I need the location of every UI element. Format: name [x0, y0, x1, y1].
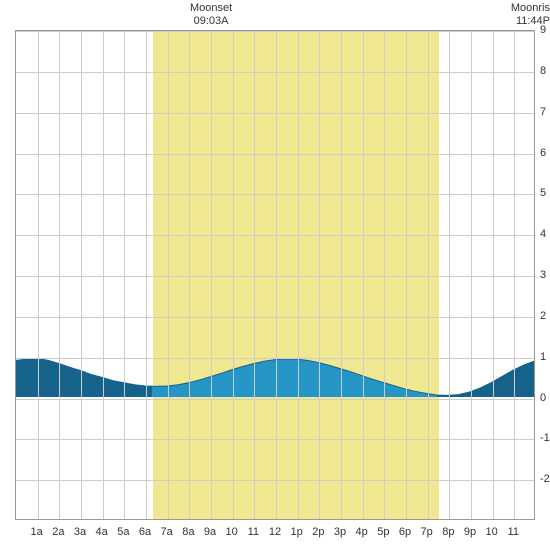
x-axis-label: 6a: [139, 526, 151, 538]
x-axis-label: 1a: [31, 526, 43, 538]
grid-line-vertical: [276, 31, 277, 519]
x-axis-label: 7p: [421, 526, 433, 538]
x-axis-label: 7a: [161, 526, 173, 538]
grid-line-vertical: [449, 31, 450, 519]
moonrise-title: Moonris: [511, 2, 550, 14]
y-axis-label: -1: [540, 432, 550, 444]
grid-line-horizontal: [16, 235, 534, 236]
y-axis-label: 5: [540, 187, 546, 199]
grid-line-horizontal: [16, 399, 534, 400]
y-axis-label: -2: [540, 473, 550, 485]
grid-line-vertical: [406, 31, 407, 519]
grid-line-vertical: [514, 31, 515, 519]
grid-line-vertical: [428, 31, 429, 519]
tide-chart: 1a2a3a4a5a6a7a8a9a1011121p2p3p4p5p6p7p8p…: [0, 0, 550, 550]
grid-line-horizontal: [16, 439, 534, 440]
y-axis-label: 6: [540, 147, 546, 159]
tide-fill-segment: [152, 359, 437, 397]
grid-line-vertical: [471, 31, 472, 519]
x-axis-label: 12: [269, 526, 281, 538]
grid-line-vertical: [233, 31, 234, 519]
tide-fill-segment: [16, 358, 152, 397]
grid-line-vertical: [319, 31, 320, 519]
grid-line-horizontal: [16, 358, 534, 359]
grid-line-vertical: [341, 31, 342, 519]
grid-line-horizontal: [16, 480, 534, 481]
grid-line-vertical: [189, 31, 190, 519]
grid-line-horizontal: [16, 317, 534, 318]
grid-line-vertical: [103, 31, 104, 519]
grid-line-horizontal: [16, 154, 534, 155]
grid-line-horizontal: [16, 72, 534, 73]
x-axis-label: 2p: [312, 526, 324, 538]
grid-line-vertical: [493, 31, 494, 519]
x-axis-label: 9a: [204, 526, 216, 538]
x-axis-label: 8a: [182, 526, 194, 538]
moonset-label: Moonset09:03A: [190, 2, 232, 28]
y-axis-label: 1: [540, 351, 546, 363]
tide-area-svg: [16, 31, 534, 519]
grid-line-vertical: [384, 31, 385, 519]
x-axis-label: 10: [486, 526, 498, 538]
grid-line-vertical: [363, 31, 364, 519]
grid-line-horizontal: [16, 113, 534, 114]
grid-line-horizontal: [16, 194, 534, 195]
moonset-time: 09:03A: [194, 15, 229, 27]
x-axis-label: 11: [508, 526, 519, 538]
moonrise-label: Moonris11:44P: [511, 2, 550, 28]
moonset-title: Moonset: [190, 2, 232, 14]
x-axis-label: 1p: [291, 526, 303, 538]
y-axis-label: 3: [540, 269, 546, 281]
grid-line-vertical: [38, 31, 39, 519]
x-axis-label: 3p: [334, 526, 346, 538]
grid-line-vertical: [124, 31, 125, 519]
x-axis-label: 4a: [96, 526, 108, 538]
y-axis-label: 8: [540, 65, 546, 77]
x-axis-label: 3a: [74, 526, 86, 538]
y-axis-label: 4: [540, 228, 546, 240]
x-axis-label: 8p: [442, 526, 454, 538]
y-axis-label: 7: [540, 106, 546, 118]
moonrise-time: 11:44P: [516, 15, 550, 27]
grid-line-vertical: [298, 31, 299, 519]
x-axis-label: 5p: [377, 526, 389, 538]
x-axis-label: 2a: [52, 526, 64, 538]
grid-line-vertical: [81, 31, 82, 519]
x-axis-label: 9p: [464, 526, 476, 538]
grid-line-vertical: [59, 31, 60, 519]
grid-line-vertical: [146, 31, 147, 519]
y-axis-label: 2: [540, 310, 546, 322]
x-axis-label: 10: [226, 526, 238, 538]
grid-line-horizontal: [16, 276, 534, 277]
x-axis-label: 5a: [117, 526, 129, 538]
x-axis-label: 11: [248, 526, 259, 538]
grid-line-vertical: [168, 31, 169, 519]
grid-line-vertical: [254, 31, 255, 519]
x-axis-label: 6p: [399, 526, 411, 538]
y-axis-label: 0: [540, 392, 546, 404]
grid-line-vertical: [211, 31, 212, 519]
x-axis-label: 4p: [356, 526, 368, 538]
plot-area: [15, 30, 535, 520]
grid-line-horizontal: [16, 31, 534, 32]
